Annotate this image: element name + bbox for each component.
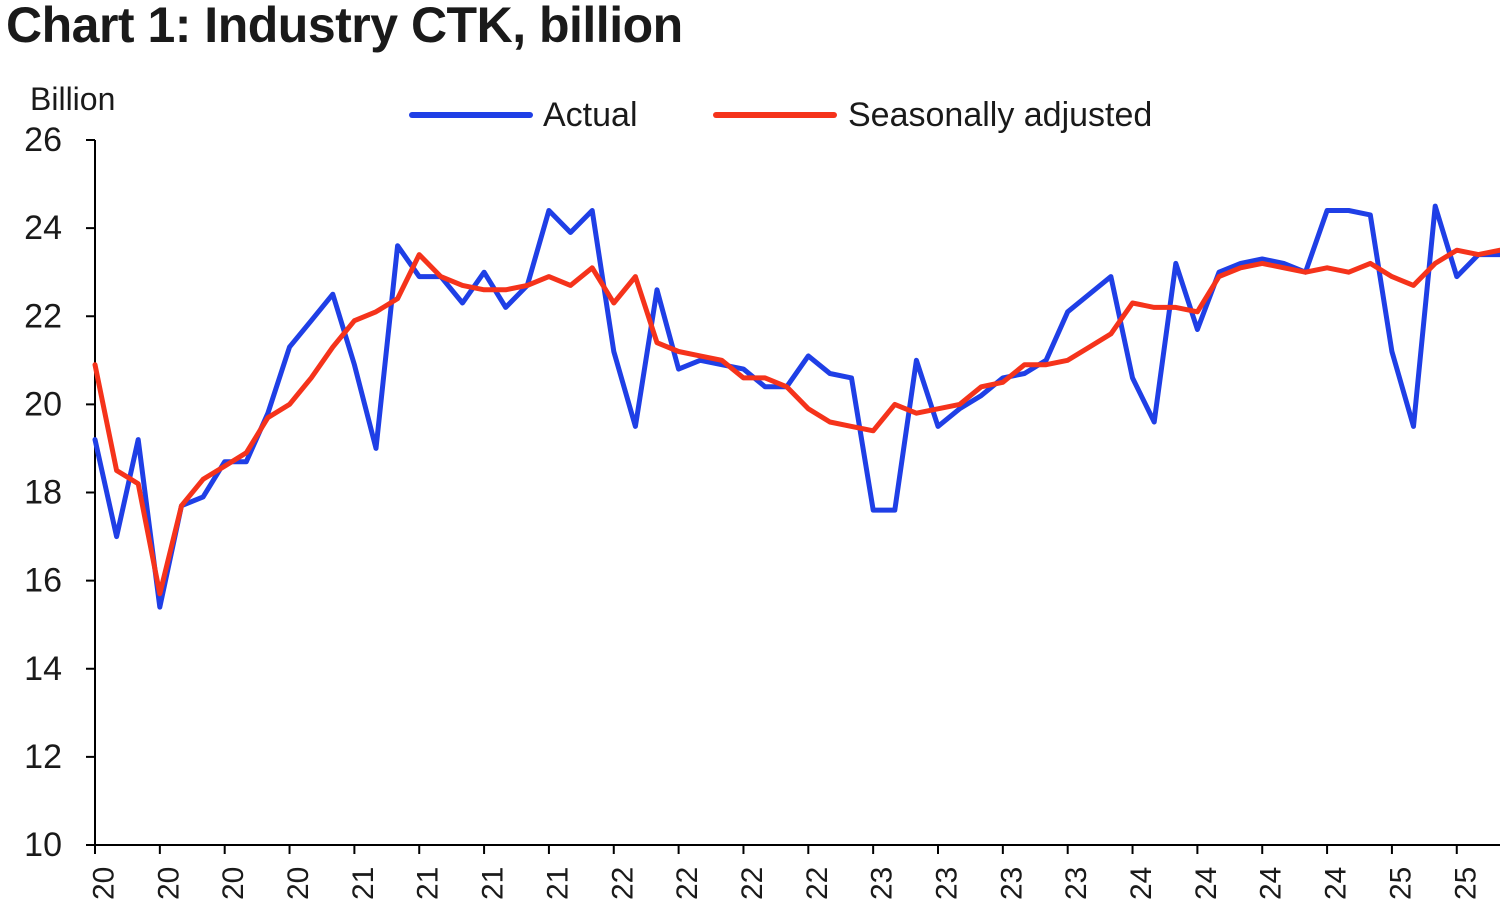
y-tick-label: 14 — [24, 650, 62, 688]
x-tick-label: 23 — [931, 867, 964, 900]
x-tick-label: 24 — [1320, 867, 1353, 900]
x-tick-label: 24 — [1190, 867, 1223, 900]
y-axis-label: Billion — [30, 81, 115, 117]
x-tick-label: 20 — [152, 867, 185, 900]
x-tick-label: 23 — [866, 867, 899, 900]
chart-title: Chart 1: Industry CTK, billion — [6, 0, 683, 53]
x-tick-label: 21 — [347, 867, 380, 900]
y-tick-label: 18 — [24, 474, 62, 512]
x-tick-label: 20 — [217, 867, 250, 900]
y-tick-label: 20 — [24, 385, 62, 423]
y-tick-label: 24 — [24, 209, 62, 247]
y-tick-label: 10 — [24, 826, 62, 864]
x-tick-label: 20 — [282, 867, 315, 900]
y-tick-label: 26 — [24, 121, 62, 159]
x-tick-label: 23 — [1060, 867, 1093, 900]
x-tick-label: 22 — [606, 867, 639, 900]
x-tick-label: 20 — [88, 867, 121, 900]
legend-label: Actual — [543, 96, 638, 134]
axes: 10 12 14 16 18 20 22 24 26 20 20 20 20 21 21 21 21 22 22 22… — [24, 121, 1500, 900]
series-line-seasonally-adjusted — [92, 247, 1500, 597]
y-tick-label: 22 — [24, 297, 62, 335]
x-tick-label: 25 — [1449, 867, 1482, 900]
x-tick-label: 22 — [736, 867, 769, 900]
x-tick-label: 21 — [541, 867, 574, 900]
x-tick-label: 24 — [1125, 867, 1158, 900]
x-tick-label: 21 — [477, 867, 510, 900]
x-tick-label: 23 — [995, 867, 1028, 900]
series-line-actual — [92, 203, 1500, 610]
x-tick-label: 24 — [1255, 867, 1288, 900]
y-tick-label: 12 — [24, 738, 62, 776]
legend: Actual Seasonally adjusted — [409, 96, 1152, 134]
legend-label: Seasonally adjusted — [848, 96, 1152, 134]
x-tick-label: 22 — [801, 867, 834, 900]
series-layer — [92, 203, 1500, 610]
x-tick-label: 21 — [412, 867, 445, 900]
x-tick-label: 22 — [671, 867, 704, 900]
x-tick-label: 25 — [1384, 867, 1417, 900]
y-tick-label: 16 — [24, 562, 62, 600]
